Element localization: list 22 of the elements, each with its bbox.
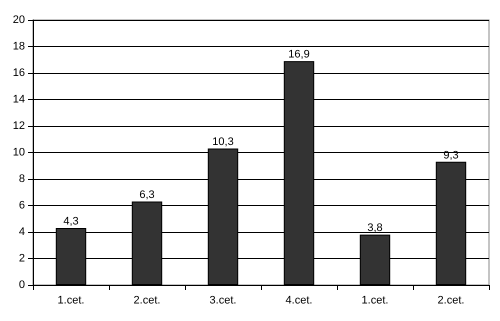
y-tick-label: 12 <box>12 120 25 132</box>
x-tick-label: 1.cet. <box>362 294 388 306</box>
y-tick-label: 16 <box>12 67 25 79</box>
x-tick-label: 2.cet. <box>438 294 464 306</box>
y-tick-label: 18 <box>12 40 25 52</box>
y-tick-label: 4 <box>18 226 25 238</box>
x-tick-label: 2.cet. <box>134 294 160 306</box>
x-tick-label: 3.cet. <box>210 294 236 306</box>
data-label: 6,3 <box>139 189 155 202</box>
y-tick-label: 0 <box>18 279 25 291</box>
data-label: 16,9 <box>288 48 310 61</box>
y-tick-label: 10 <box>12 146 25 158</box>
y-tick-label: 2 <box>18 252 25 264</box>
data-label: 4,3 <box>63 216 79 228</box>
x-tick-label: 4.cet. <box>286 294 312 306</box>
data-label: 10,3 <box>212 136 234 148</box>
y-tick-label: 14 <box>12 94 25 106</box>
y-tick-label: 6 <box>18 200 25 212</box>
data-label: 3,8 <box>367 222 383 234</box>
y-tick-label: 20 <box>12 14 25 26</box>
y-tick-label: 8 <box>18 173 25 185</box>
x-tick-label: 1.cet. <box>58 294 84 306</box>
